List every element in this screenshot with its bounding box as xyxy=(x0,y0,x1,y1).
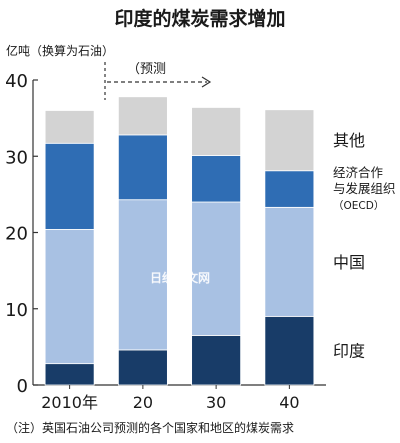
bar-segment xyxy=(44,363,95,386)
legend-label-china: 中国 xyxy=(333,253,365,272)
bar-segment xyxy=(191,201,242,336)
y-axis-label: 亿吨（换算为石油） xyxy=(6,43,114,58)
bar-segment xyxy=(117,134,168,201)
bar-segment xyxy=(117,96,168,136)
bar-segment xyxy=(191,155,242,203)
legend-label-oecd-line: 经济合作 xyxy=(333,165,384,180)
x-tick-label: 20 xyxy=(133,393,153,412)
bar-segment xyxy=(191,335,242,386)
forecast-annotation: （预测 xyxy=(104,62,212,100)
legend-label-india: 印度 xyxy=(333,342,365,361)
bar-segment xyxy=(44,142,95,230)
chart-title: 印度的煤炭需求增加 xyxy=(114,7,285,30)
forecast-label: （预测 xyxy=(127,62,166,77)
bar-segment xyxy=(44,110,95,144)
footnote: （注）英国石油公司预测的各个国家和地区的煤炭需求 xyxy=(6,420,294,435)
bar-segment xyxy=(264,170,315,208)
y-tick-label: 40 xyxy=(5,71,28,92)
y-tick-label: 30 xyxy=(5,147,28,168)
y-tick-label: 10 xyxy=(5,300,28,321)
legend-label-other: 其他 xyxy=(333,131,365,150)
legend-label-oecd-line: （OECD） xyxy=(333,200,384,212)
x-tick-label: 40 xyxy=(279,393,299,412)
legend-label-oecd-line: 与发展组织 xyxy=(333,181,396,196)
bar-segment xyxy=(117,199,168,351)
y-tick-label: 0 xyxy=(17,376,28,397)
watermark: 日经中文网 xyxy=(150,270,210,285)
bar-segment xyxy=(117,349,168,386)
forecast-arrow-head xyxy=(201,76,212,88)
bar-segment xyxy=(191,107,242,156)
bar-segment xyxy=(264,206,315,317)
y-tick-label: 20 xyxy=(5,224,28,245)
x-tick-label: 30 xyxy=(206,393,226,412)
x-tick-label: 2010年 xyxy=(41,393,98,412)
bar-segment xyxy=(264,315,315,386)
bar-segment xyxy=(44,229,95,365)
bar-segment xyxy=(264,109,315,172)
